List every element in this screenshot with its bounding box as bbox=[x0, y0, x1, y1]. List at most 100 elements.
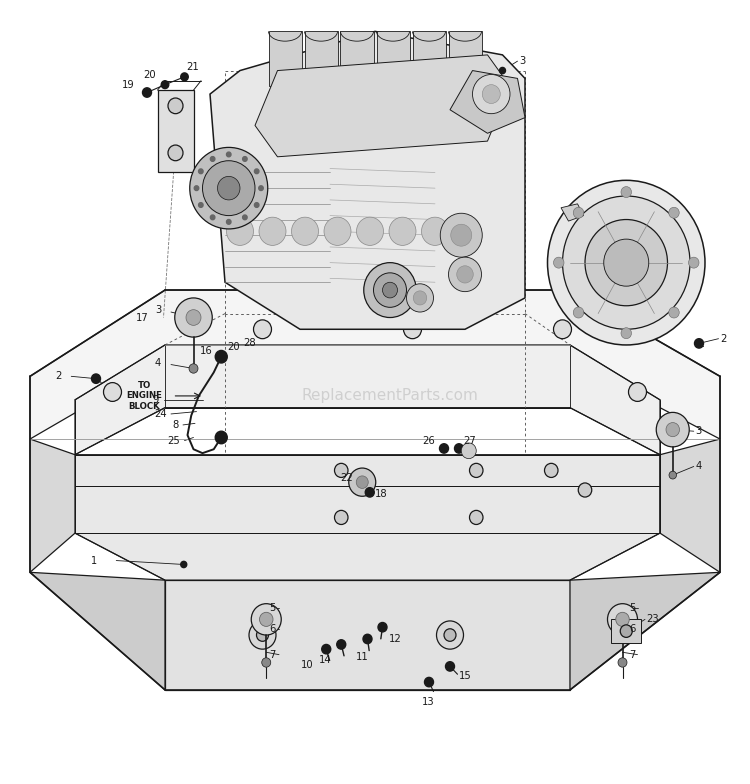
Text: 23: 23 bbox=[646, 615, 659, 624]
Text: 19: 19 bbox=[122, 80, 135, 89]
Circle shape bbox=[406, 284, 433, 312]
Circle shape bbox=[554, 257, 564, 268]
Circle shape bbox=[168, 98, 183, 114]
Circle shape bbox=[621, 328, 632, 339]
Circle shape bbox=[181, 73, 188, 81]
Circle shape bbox=[259, 217, 286, 245]
Polygon shape bbox=[570, 572, 720, 690]
Circle shape bbox=[168, 145, 183, 161]
Circle shape bbox=[470, 463, 483, 477]
Polygon shape bbox=[75, 455, 660, 580]
Polygon shape bbox=[448, 31, 482, 86]
Text: 2: 2 bbox=[56, 372, 62, 381]
Circle shape bbox=[628, 383, 646, 401]
Circle shape bbox=[190, 147, 268, 229]
Circle shape bbox=[249, 621, 276, 649]
Circle shape bbox=[202, 161, 255, 216]
Circle shape bbox=[374, 273, 406, 307]
Circle shape bbox=[186, 310, 201, 325]
Circle shape bbox=[104, 383, 122, 401]
Circle shape bbox=[544, 463, 558, 477]
Circle shape bbox=[578, 483, 592, 497]
Circle shape bbox=[337, 640, 346, 649]
Circle shape bbox=[470, 510, 483, 524]
Circle shape bbox=[349, 468, 376, 496]
Circle shape bbox=[669, 207, 680, 218]
Text: 21: 21 bbox=[186, 62, 199, 71]
Polygon shape bbox=[158, 90, 194, 172]
Polygon shape bbox=[611, 619, 641, 643]
Circle shape bbox=[334, 463, 348, 477]
Circle shape bbox=[175, 298, 212, 337]
Polygon shape bbox=[165, 580, 570, 690]
Text: 3: 3 bbox=[695, 426, 701, 436]
Circle shape bbox=[454, 444, 464, 453]
Text: 15: 15 bbox=[459, 671, 472, 681]
Circle shape bbox=[324, 217, 351, 245]
Text: 13: 13 bbox=[422, 697, 434, 706]
Text: 27: 27 bbox=[464, 436, 476, 445]
Text: 5: 5 bbox=[270, 603, 276, 612]
Text: ReplacementParts.com: ReplacementParts.com bbox=[302, 388, 478, 404]
Circle shape bbox=[666, 423, 680, 437]
Text: 20: 20 bbox=[143, 71, 156, 80]
Polygon shape bbox=[551, 227, 566, 298]
Circle shape bbox=[254, 320, 272, 339]
Circle shape bbox=[404, 320, 422, 339]
Circle shape bbox=[618, 658, 627, 667]
Circle shape bbox=[199, 203, 203, 208]
Circle shape bbox=[260, 612, 273, 626]
Circle shape bbox=[382, 282, 398, 298]
Circle shape bbox=[259, 186, 263, 191]
Circle shape bbox=[440, 444, 448, 453]
Circle shape bbox=[669, 307, 680, 318]
Text: 8: 8 bbox=[172, 420, 178, 430]
Text: 25: 25 bbox=[167, 436, 180, 445]
Circle shape bbox=[210, 157, 214, 162]
Polygon shape bbox=[413, 31, 446, 86]
Circle shape bbox=[217, 176, 240, 200]
Circle shape bbox=[444, 629, 456, 641]
Circle shape bbox=[189, 364, 198, 373]
Circle shape bbox=[378, 622, 387, 632]
Polygon shape bbox=[340, 31, 374, 86]
Circle shape bbox=[554, 320, 572, 339]
Circle shape bbox=[608, 604, 638, 635]
Polygon shape bbox=[304, 31, 338, 86]
Circle shape bbox=[210, 215, 215, 220]
Circle shape bbox=[500, 67, 506, 74]
Circle shape bbox=[254, 203, 259, 208]
Text: 3: 3 bbox=[519, 56, 525, 66]
Text: 17: 17 bbox=[136, 313, 148, 322]
Text: 10: 10 bbox=[301, 660, 313, 670]
Circle shape bbox=[562, 196, 690, 329]
Text: 16: 16 bbox=[200, 347, 212, 356]
Text: 26: 26 bbox=[422, 436, 435, 445]
Circle shape bbox=[616, 612, 629, 626]
Text: 7: 7 bbox=[270, 650, 276, 659]
Circle shape bbox=[161, 81, 169, 89]
Circle shape bbox=[472, 74, 510, 114]
Circle shape bbox=[194, 186, 199, 191]
Polygon shape bbox=[660, 439, 720, 572]
Circle shape bbox=[322, 644, 331, 654]
Circle shape bbox=[292, 217, 319, 245]
Text: 12: 12 bbox=[388, 634, 401, 644]
Circle shape bbox=[243, 215, 248, 220]
Circle shape bbox=[251, 604, 281, 635]
Polygon shape bbox=[30, 290, 720, 439]
Circle shape bbox=[585, 220, 668, 306]
Text: 1: 1 bbox=[92, 556, 98, 565]
Circle shape bbox=[573, 307, 584, 318]
Circle shape bbox=[142, 88, 152, 97]
Circle shape bbox=[256, 629, 268, 641]
Circle shape bbox=[262, 658, 271, 667]
Polygon shape bbox=[376, 31, 410, 86]
Circle shape bbox=[254, 169, 259, 174]
Circle shape bbox=[688, 257, 699, 268]
Circle shape bbox=[356, 476, 368, 488]
Circle shape bbox=[424, 677, 433, 687]
Circle shape bbox=[573, 207, 584, 218]
Circle shape bbox=[621, 187, 632, 198]
Circle shape bbox=[448, 257, 482, 292]
